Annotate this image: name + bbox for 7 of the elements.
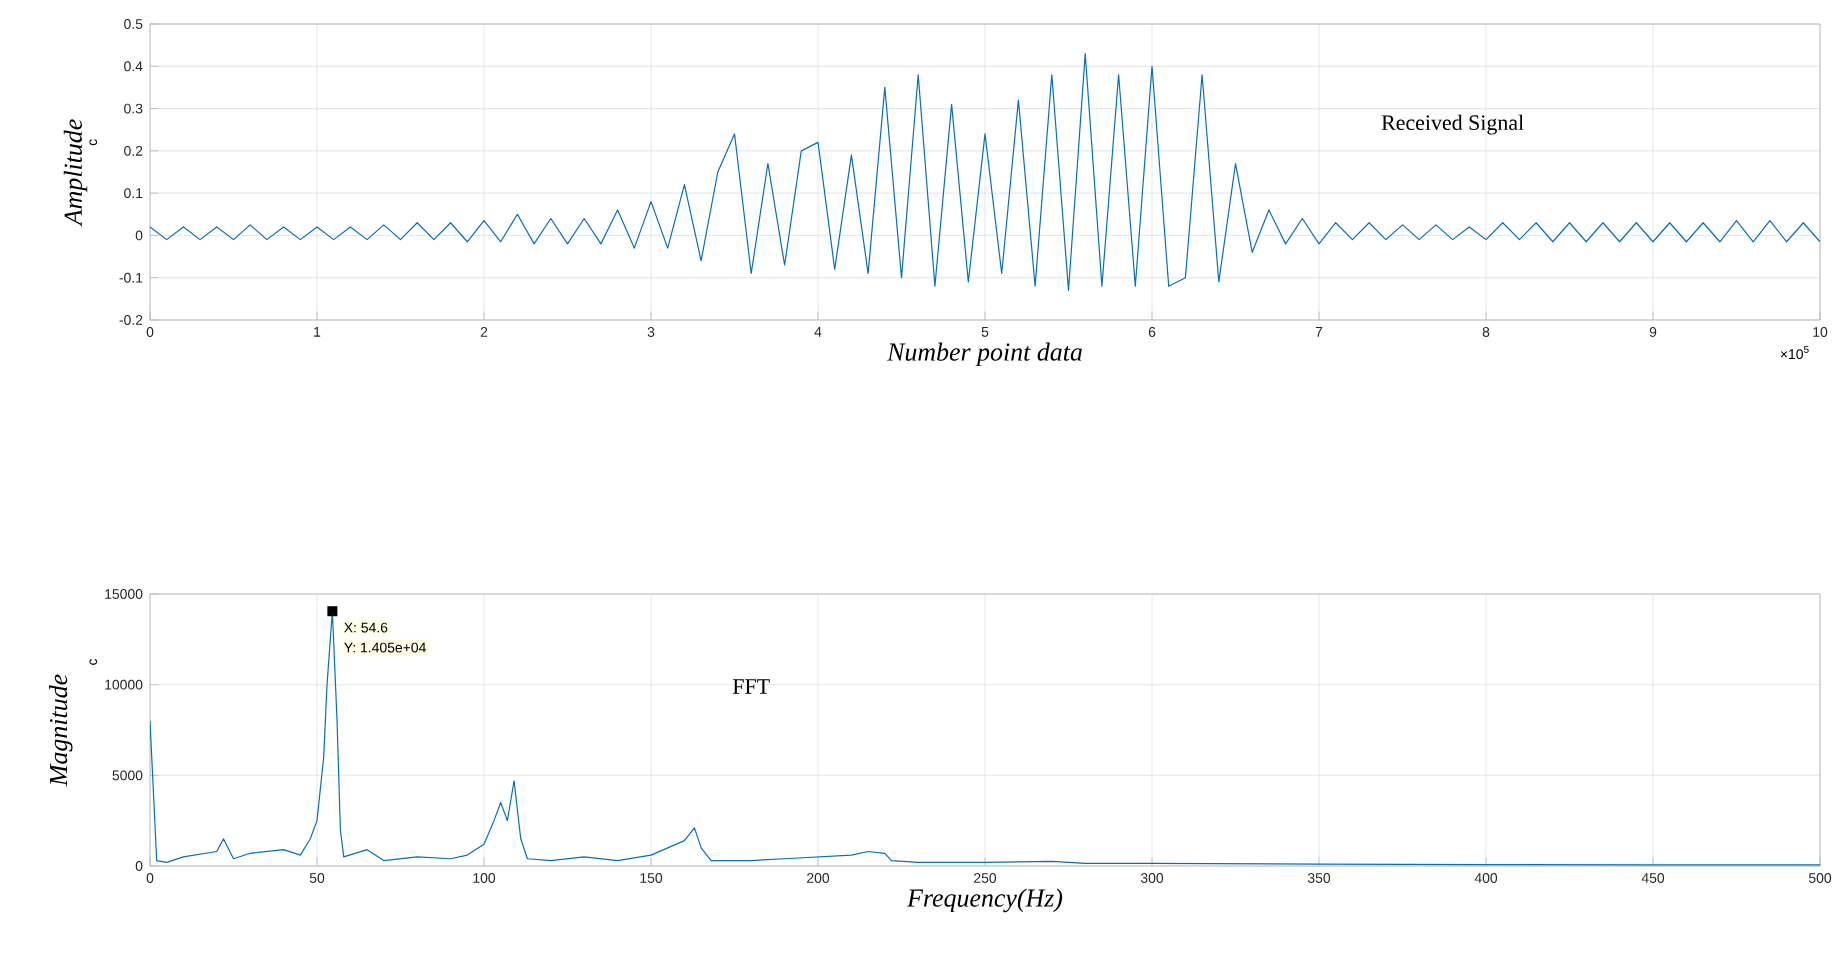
annotation: Received Signal (1381, 114, 1524, 135)
line-series (150, 52, 1821, 291)
y-axis-title: Amplitude (63, 119, 88, 227)
y-axis-title: Magnitude (49, 674, 73, 787)
x-axis-title: Number point data (886, 342, 1082, 367)
x-axis-title: Frequency(Hz) (906, 888, 1063, 913)
annotation: FFT (732, 679, 770, 694)
